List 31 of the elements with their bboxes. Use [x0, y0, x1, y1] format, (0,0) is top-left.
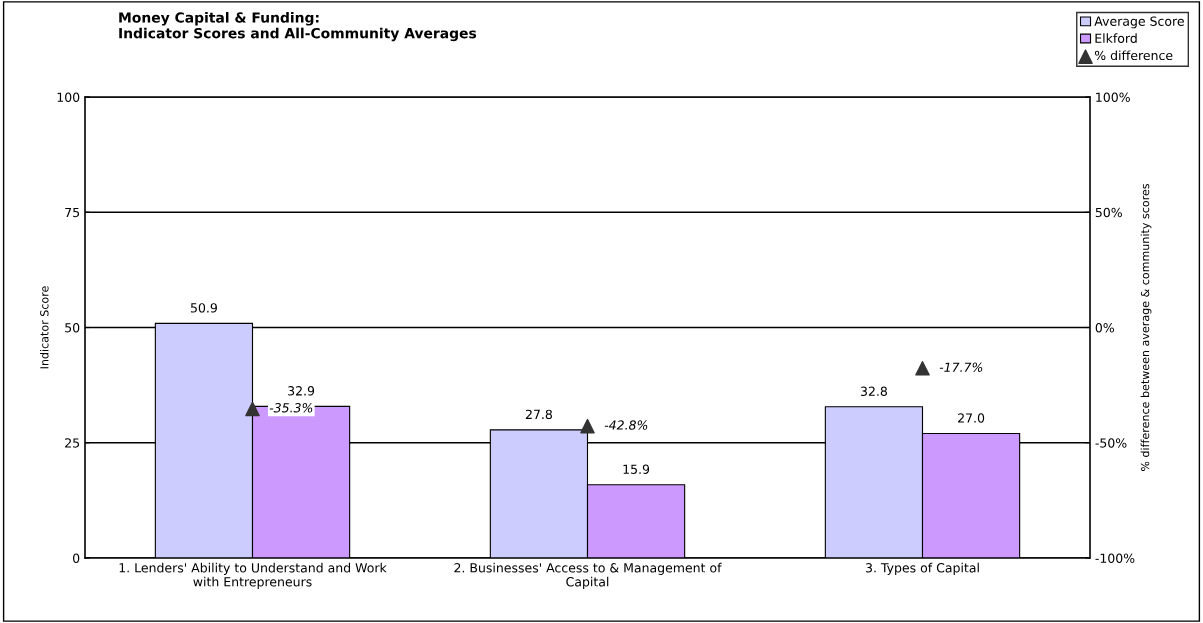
point [245, 401, 260, 417]
y2-tick-label: -50% [1095, 438, 1127, 448]
y2-axis-title: % difference between average & community scores [1140, 183, 1152, 471]
y-tick-label: 25 [65, 438, 80, 448]
point [915, 361, 930, 376]
data-label: 32.8 [860, 386, 887, 397]
chart-title: Money Capital & Funding: Indicator Scores and All-Community Averages [119, 12, 477, 42]
y2-tick-label: -100% [1095, 553, 1135, 563]
legend-label: Average Score [1094, 16, 1184, 29]
y-tick-label: 0 [73, 553, 80, 563]
y-tick-label: 50 [65, 322, 80, 333]
data-label: -42.8% [604, 420, 648, 430]
y2-tick-label: 100% [1096, 92, 1130, 102]
y-axis-title: Indicator Score [39, 286, 49, 369]
data-label: 27.8 [525, 409, 552, 420]
legend-label: % difference [1094, 50, 1173, 61]
y2-tick-label: 0% [1095, 322, 1114, 333]
data-label: 50.9 [190, 303, 217, 313]
point [580, 418, 595, 434]
x-tick-label: 1. Lenders' Ability to Understand and Work with Entrepreneurs [119, 562, 387, 589]
x-tick-label: 3. Types of Capital [865, 562, 979, 575]
legend-label: Elkford [1095, 33, 1137, 43]
data-label: 15.9 [623, 464, 650, 474]
x-tick-label: 2. Businesses' Access to & Management of Capital [454, 562, 722, 589]
y-tick-label: 75 [65, 207, 80, 218]
data-label: 32.9 [288, 386, 315, 396]
data-label: -35.3% [269, 403, 313, 413]
y2-tick-label: 50% [1095, 207, 1122, 218]
y-tick-label: 100 [57, 92, 80, 102]
data-label: -17.7% [939, 362, 983, 372]
data-label: 27.0 [958, 413, 985, 423]
